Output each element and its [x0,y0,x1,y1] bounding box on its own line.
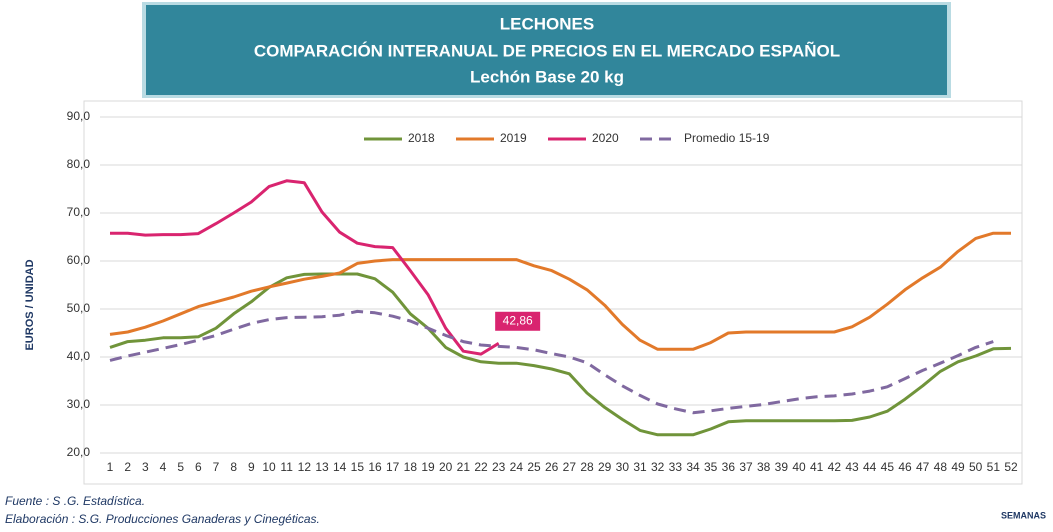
x-tick-label: 28 [580,460,594,474]
x-tick-label: 2 [124,460,131,474]
x-tick-label: 43 [845,460,859,474]
y-tick-label: 90,0 [67,109,91,123]
chart-title: LECHONES [500,14,594,33]
x-tick-label: 30 [616,460,630,474]
x-tick-label: 49 [951,460,965,474]
chart-title: COMPARACIÓN INTERANUAL DE PRECIOS EN EL … [254,40,840,60]
x-tick-label: 25 [527,460,541,474]
x-tick-label: 19 [421,460,435,474]
x-tick-label: 10 [262,460,276,474]
x-axis-label: SEMANAS [1001,510,1046,520]
footnote: Elaboración : S.G. Producciones Ganadera… [5,512,320,526]
x-tick-label: 1 [107,460,114,474]
y-tick-label: 40,0 [67,349,91,363]
x-tick-label: 45 [881,460,895,474]
x-tick-label: 13 [315,460,329,474]
x-tick-label: 29 [598,460,612,474]
x-tick-label: 38 [757,460,771,474]
x-tick-label: 42 [828,460,842,474]
x-tick-label: 26 [545,460,559,474]
x-tick-label: 15 [351,460,365,474]
y-axis-label: EUROS / UNIDAD [24,259,36,350]
x-tick-label: 11 [280,460,293,474]
series-line [109,309,994,415]
legend-label: 2019 [500,131,527,145]
x-tick-label: 7 [213,460,220,474]
y-tick-label: 20,0 [67,445,91,459]
x-tick-label: 51 [987,460,1001,474]
x-tick-label: 44 [863,460,877,474]
x-tick-label: 50 [969,460,983,474]
x-tick-label: 16 [368,460,382,474]
x-tick-label: 4 [160,460,167,474]
footnote: Fuente : S .G. Estadística. [5,494,145,508]
x-tick-label: 9 [248,460,255,474]
x-tick-label: 12 [298,460,312,474]
x-tick-label: 21 [457,460,471,474]
x-tick-label: 32 [651,460,665,474]
legend-label: Promedio 15-19 [684,131,770,145]
x-tick-label: 14 [333,460,347,474]
chart-subtitle: Lechón Base 20 kg [470,67,624,86]
x-tick-label: 36 [722,460,736,474]
x-tick-label: 20 [439,460,453,474]
plot-frame [83,100,1023,485]
x-tick-label: 35 [704,460,718,474]
x-tick-label: 52 [1004,460,1018,474]
x-tick-label: 17 [386,460,400,474]
x-tick-label: 46 [898,460,912,474]
legend-label: 2020 [592,131,619,145]
x-tick-label: 27 [563,460,577,474]
x-tick-label: 37 [739,460,753,474]
x-tick-label: 6 [195,460,202,474]
x-tick-label: 33 [669,460,683,474]
y-tick-label: 30,0 [67,397,91,411]
x-tick-label: 23 [492,460,506,474]
x-tick-label: 47 [916,460,930,474]
series-line [110,179,500,356]
y-tick-label: 70,0 [67,205,91,219]
y-tick-label: 50,0 [67,301,91,315]
x-tick-label: 22 [474,460,488,474]
series-line [109,231,1011,351]
x-tick-label: 24 [510,460,524,474]
x-tick-label: 40 [792,460,806,474]
x-tick-label: 8 [230,460,237,474]
data-label: 42,86 [503,313,533,327]
x-tick-label: 31 [633,460,647,474]
x-tick-label: 48 [934,460,948,474]
y-tick-label: 80,0 [67,157,91,171]
y-tick-label: 60,0 [67,253,91,267]
series-line [109,272,1012,437]
x-tick-label: 5 [177,460,184,474]
x-tick-label: 34 [686,460,700,474]
x-tick-label: 39 [775,460,789,474]
x-tick-label: 3 [142,460,149,474]
x-tick-label: 41 [810,460,824,474]
data-label-box [494,310,542,332]
legend-label: 2018 [408,131,435,145]
x-tick-label: 18 [404,460,418,474]
title-box [146,5,947,95]
